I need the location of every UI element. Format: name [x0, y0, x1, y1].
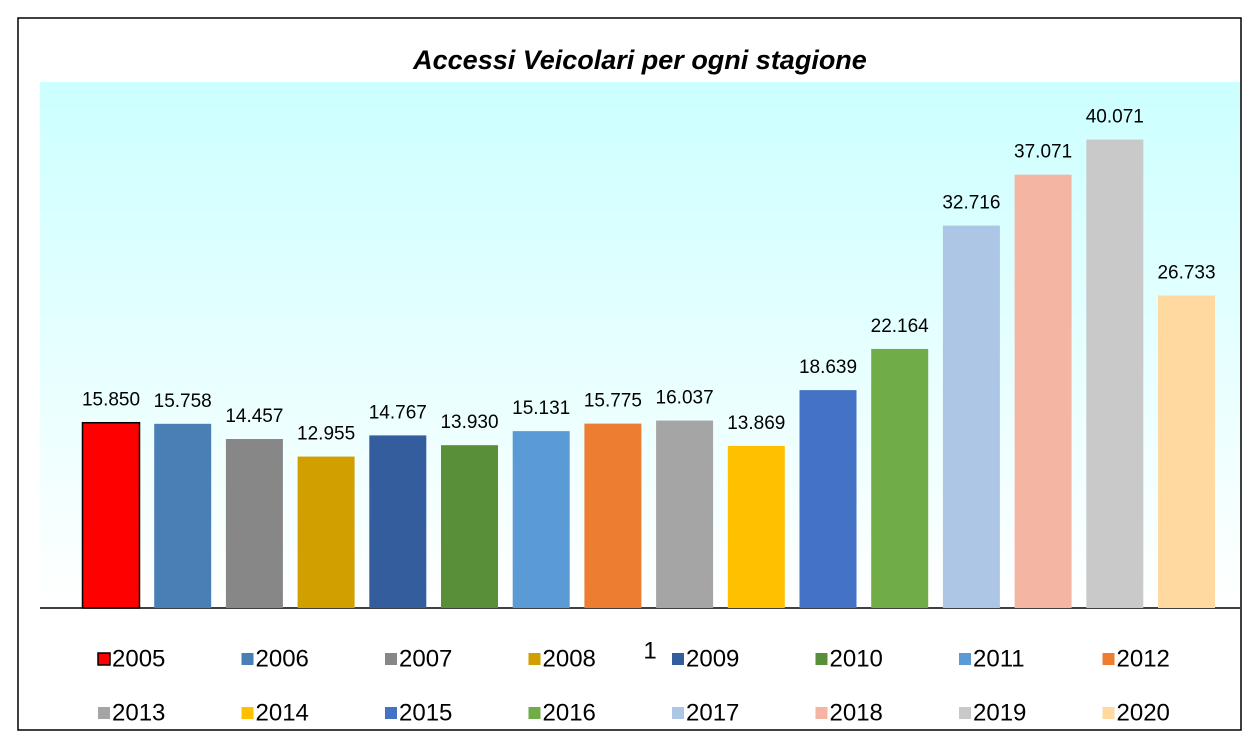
- legend-swatch: [97, 652, 111, 666]
- bar: [799, 390, 857, 608]
- data-label: 13.869: [727, 413, 785, 434]
- data-label: 26.733: [1157, 263, 1215, 284]
- data-label: 18.639: [799, 357, 857, 378]
- data-label: 14.457: [225, 406, 283, 427]
- data-label: 13.930: [440, 412, 498, 433]
- legend-swatch: [528, 707, 541, 719]
- legend-label: 2005: [112, 645, 165, 672]
- data-label: 22.164: [871, 316, 930, 337]
- legend-swatch: [385, 707, 397, 719]
- legend-label: 2009: [686, 645, 739, 672]
- legend-label: 2020: [1117, 699, 1170, 726]
- legend-label: 2011: [973, 645, 1025, 672]
- data-label: 12.955: [297, 424, 355, 445]
- data-label: 32.716: [942, 193, 1000, 214]
- legend-label: 2007: [399, 645, 452, 672]
- bar: [656, 420, 714, 608]
- bar: [1014, 174, 1072, 608]
- legend-label: 2013: [112, 699, 165, 726]
- legend-swatch: [1102, 653, 1115, 665]
- legend-label: 2019: [973, 699, 1026, 726]
- legend-label: 2008: [543, 645, 596, 672]
- data-label: 15.850: [82, 390, 140, 411]
- data-label: 14.767: [369, 402, 427, 423]
- bar: [369, 435, 427, 608]
- legend-label: 2018: [830, 699, 883, 726]
- bar: [225, 439, 283, 608]
- legend-label: 2014: [256, 699, 309, 726]
- legend-swatch: [241, 653, 254, 665]
- bar: [512, 431, 570, 608]
- legend-swatch: [1102, 707, 1115, 719]
- x-tick-label: 1: [643, 637, 656, 664]
- legend-label: 2012: [1117, 645, 1170, 672]
- data-label: 15.131: [512, 398, 570, 419]
- bar: [1158, 295, 1215, 608]
- legend-swatch: [98, 707, 110, 719]
- data-label: 37.071: [1014, 142, 1072, 163]
- legend-swatch: [959, 653, 971, 665]
- bar: [297, 456, 355, 608]
- bar: [584, 423, 642, 608]
- legend-label: 2017: [686, 699, 739, 726]
- legend-label: 2016: [543, 699, 596, 726]
- legend-swatch: [815, 653, 828, 665]
- data-label: 15.775: [584, 391, 642, 412]
- legend-swatch: [959, 707, 971, 719]
- chart-title: Accessi Veicolari per ogni stagione: [412, 45, 867, 75]
- bar: [871, 348, 929, 608]
- legend-label: 2006: [256, 645, 309, 672]
- legend-swatch: [241, 707, 254, 719]
- legend-swatch: [385, 653, 397, 665]
- bar: [727, 445, 785, 608]
- bar: [441, 445, 498, 608]
- data-label: 15.758: [154, 391, 212, 412]
- legend-swatch: [815, 707, 828, 719]
- bar: [154, 423, 212, 608]
- data-label: 16.037: [656, 388, 714, 409]
- legend-swatch: [528, 653, 541, 665]
- bar: [81, 421, 141, 609]
- bar: [1086, 139, 1144, 608]
- legend-label: 2010: [830, 645, 883, 672]
- legend-label: 2015: [399, 699, 452, 726]
- legend-swatch: [672, 707, 684, 719]
- legend-swatch: [672, 653, 684, 665]
- data-label: 40.071: [1086, 107, 1144, 128]
- bar: [942, 225, 1000, 608]
